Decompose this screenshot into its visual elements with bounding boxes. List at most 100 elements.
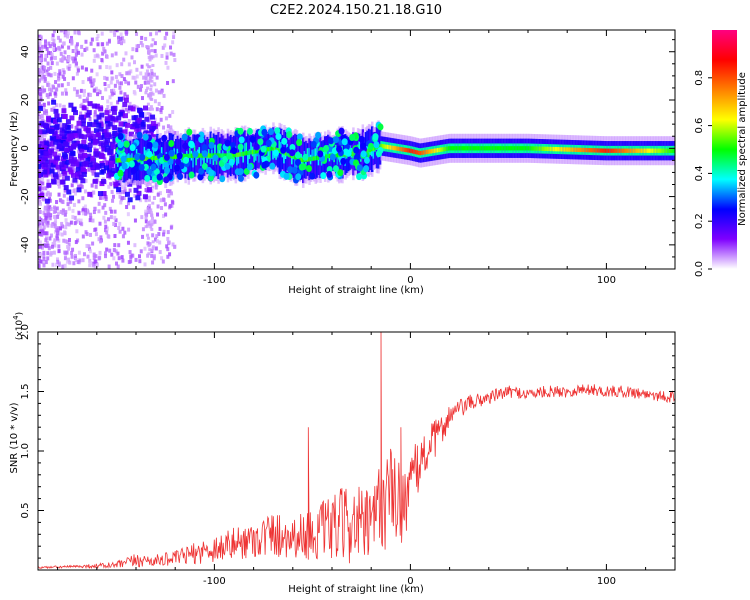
heatmap-cell [154,31,158,36]
heatmap-blob [156,173,163,181]
heatmap-cell [532,146,535,151]
heatmap-cell [49,168,55,174]
heatmap-cell [90,130,94,135]
heatmap-cell [71,107,77,113]
heatmap-cell [173,131,177,136]
heatmap-cell [165,31,169,36]
heatmap-cell [118,111,124,117]
heatmap-blob [164,166,171,174]
heatmap-cell [47,101,51,106]
heatmap-blob [327,137,334,145]
heatmap-cell [233,153,236,158]
heatmap-cell [59,131,65,137]
heatmap-cell [98,250,102,255]
heatmap-cell [424,150,427,155]
heatmap-cell [403,147,407,152]
heatmap-cell [43,205,47,210]
heatmap-cell [44,244,48,249]
heatmap-cell [240,147,244,157]
heatmap-cell [166,65,170,70]
heatmap-cell [59,51,63,56]
heatmap-cell [125,30,129,35]
heatmap-cell [44,238,48,243]
heatmap-cell [497,146,501,151]
heatmap-cell [52,42,56,47]
heatmap-cell [59,30,63,33]
heatmap-cell [76,120,82,126]
heatmap-cell [90,183,94,188]
heatmap-cell [265,147,269,152]
heatmap-cell [38,240,42,245]
heatmap-cell [160,53,164,58]
heatmap-cell [278,140,281,150]
heatmap-cell [218,146,222,157]
heatmap-cell [64,124,70,130]
heatmap-blob [295,173,302,181]
heatmap-cell [469,146,473,151]
heatmap-cell [41,221,45,226]
heatmap-cell [254,149,258,154]
heatmap-cell [80,65,84,70]
heatmap-cell [75,49,79,54]
heatmap-cell [173,58,177,63]
heatmap-cell [64,159,70,165]
heatmap-cell [102,215,106,220]
heatmap-blob [340,157,347,165]
heatmap-cell [124,79,128,84]
heatmap-cell [68,169,74,175]
heatmap-cell [122,190,126,195]
heatmap-cell [153,41,157,46]
heatmap-cell [88,258,92,263]
heatmap-cell [571,147,575,152]
heatmap-cell [74,45,78,50]
heatmap-cell [38,144,42,150]
heatmap-cell [598,148,601,153]
heatmap-cell [62,70,66,75]
heatmap-cell [70,161,76,167]
heatmap-cell [45,241,49,246]
heatmap-cell [138,108,144,114]
heatmap-cell [70,150,76,156]
heatmap-cell [43,57,47,62]
heatmap-cell [136,128,142,134]
heatmap-cell [119,36,123,41]
heatmap-cell [67,136,73,142]
heatmap-cell [124,122,130,128]
heatmap-blob [237,143,244,151]
heatmap-cell [150,223,154,227]
heatmap-cell [203,155,206,166]
heatmap-blob [146,150,153,158]
heatmap-cell [187,153,191,159]
heatmap-cell [394,146,398,151]
heatmap-cell [99,239,103,244]
heatmap-cell [103,49,107,54]
heatmap-cell [70,254,74,259]
heatmap-cell [96,42,100,47]
heatmap-cell [93,264,97,269]
heatmap-cell [109,182,113,187]
heatmap-cell [58,103,62,108]
x-tick-label: -100 [203,576,226,587]
heatmap-cell [70,38,74,43]
heatmap-cell [336,152,339,158]
heatmap-cell [648,148,652,153]
heatmap-cell [148,112,152,117]
heatmap-cell [68,64,72,69]
heatmap-cell [129,259,133,264]
heatmap-blob [120,155,127,163]
heatmap-cell [152,254,156,259]
heatmap-cell [101,195,105,200]
heatmap-blob [246,163,253,171]
heatmap-cell [118,158,122,163]
heatmap-cell [170,154,173,160]
heatmap-cell [48,216,52,221]
heatmap-cell [163,36,167,41]
heatmap-cell [80,52,84,57]
heatmap-cell [53,174,59,180]
heatmap-cell [154,156,158,167]
heatmap-cell [120,255,124,260]
heatmap-cell [80,222,84,227]
heatmap-cell [192,157,195,168]
heatmap-cell [189,147,192,158]
y-tick-label: 1.0 [20,443,31,459]
